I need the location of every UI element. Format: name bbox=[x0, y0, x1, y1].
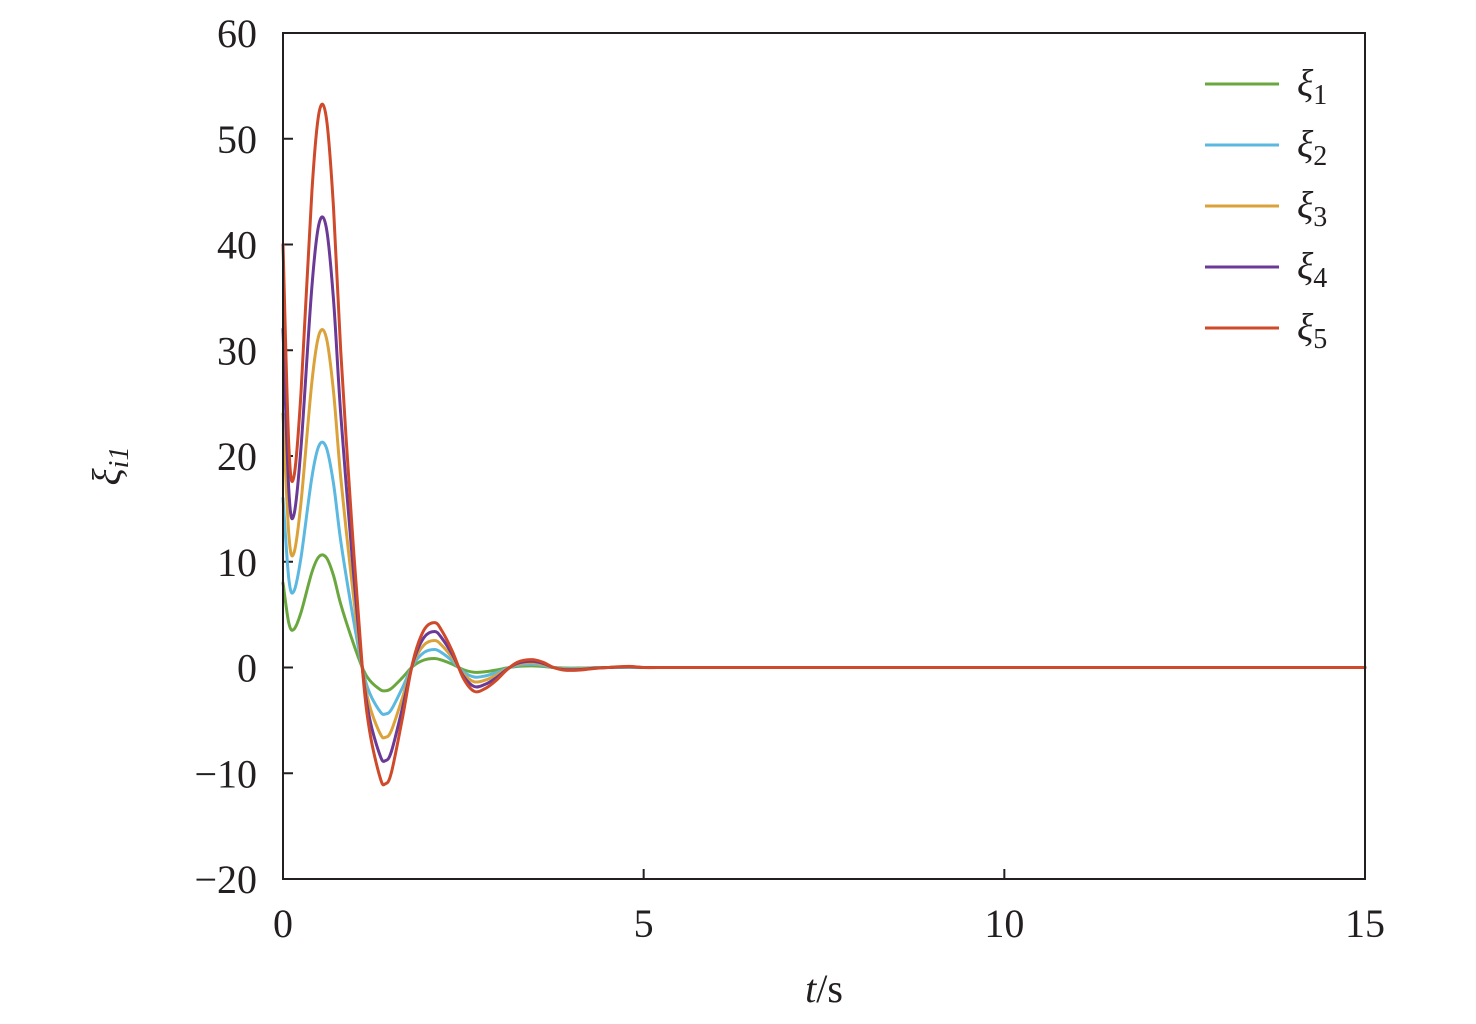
series-line-5 bbox=[281, 102, 1367, 787]
legend-label-subscript: 4 bbox=[1313, 263, 1327, 294]
y-axis-title-sub: i1 bbox=[104, 447, 135, 469]
series-line-3 bbox=[281, 328, 1367, 740]
legend-label-5: ξ5 bbox=[1297, 307, 1327, 355]
legend-label-1: ξ1 bbox=[1297, 63, 1327, 111]
legend-label-subscript: 3 bbox=[1313, 202, 1327, 233]
legend-label-subscript: 2 bbox=[1313, 141, 1327, 172]
x-axis-title-var: t bbox=[805, 966, 817, 1011]
y-tick-label: 30 bbox=[217, 328, 257, 373]
y-tick-label: 50 bbox=[217, 117, 257, 162]
series-line-1 bbox=[281, 553, 1367, 693]
y-axis-title: ξi1 bbox=[84, 447, 135, 486]
y-tick-label: 60 bbox=[217, 11, 257, 56]
series-line-4 bbox=[281, 215, 1367, 763]
y-axis-title-base: ξ bbox=[84, 467, 129, 485]
y-tick-label: 10 bbox=[217, 540, 257, 585]
x-tick-label: 0 bbox=[273, 901, 293, 946]
x-axis-title: t/s bbox=[805, 966, 843, 1011]
x-tick-label: 15 bbox=[1345, 901, 1385, 946]
x-axis-ticks: 0 5 10 15 bbox=[273, 869, 1385, 946]
legend-label-symbol: ξ bbox=[1297, 307, 1314, 349]
plot-frame bbox=[282, 32, 1366, 880]
y-tick-label: −10 bbox=[194, 751, 257, 796]
legend-label-symbol: ξ bbox=[1297, 124, 1314, 166]
legend-label-2: ξ2 bbox=[1297, 124, 1327, 172]
x-axis-title-unit: /s bbox=[816, 966, 843, 1011]
legend-label-subscript: 5 bbox=[1313, 324, 1327, 355]
legend-label-symbol: ξ bbox=[1297, 185, 1314, 227]
legend-label-symbol: ξ bbox=[1297, 63, 1314, 105]
x-tick-label: 5 bbox=[634, 901, 654, 946]
legend-label-3: ξ3 bbox=[1297, 185, 1327, 233]
y-tick-label: 0 bbox=[237, 646, 257, 691]
legend-label-subscript: 1 bbox=[1313, 80, 1327, 111]
x-tick-label: 10 bbox=[984, 901, 1024, 946]
y-tick-label: 40 bbox=[217, 223, 257, 268]
legend-label-symbol: ξ bbox=[1297, 246, 1314, 288]
y-tick-label: −20 bbox=[194, 857, 257, 902]
legend-label-4: ξ4 bbox=[1297, 246, 1327, 294]
y-tick-label: 20 bbox=[217, 434, 257, 479]
y-axis-ticks: −20 −10 0 10 20 30 40 50 60 bbox=[194, 11, 293, 902]
series-layer bbox=[281, 102, 1367, 787]
series-line-2 bbox=[281, 440, 1367, 716]
